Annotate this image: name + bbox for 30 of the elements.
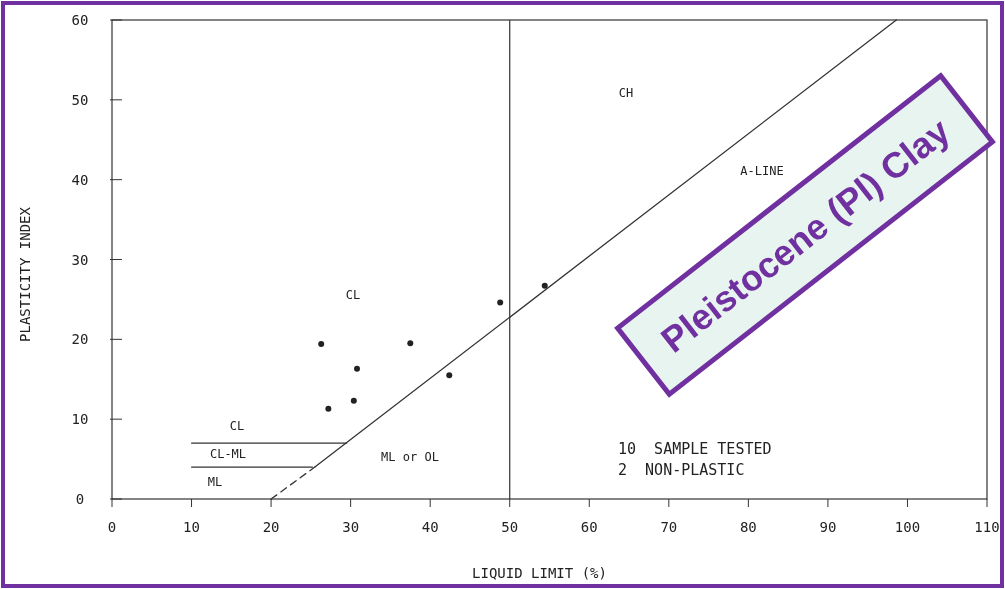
x-tick-label: 30	[342, 519, 360, 535]
y-tick-label: 30	[71, 251, 89, 268]
x-tick-label: 100	[894, 519, 921, 535]
y-tick-label: 10	[71, 411, 89, 428]
x-tick-label: 70	[660, 519, 678, 535]
x-tick-label: 10	[183, 519, 200, 535]
annotation: CL	[345, 288, 361, 302]
annotation: CL	[229, 419, 245, 433]
x-axis-title: LIQUID LIMIT (%)	[472, 565, 607, 581]
x-tick-label: 110	[974, 519, 1000, 535]
y-tick-label: 50	[71, 91, 89, 108]
x-tick-label: 40	[421, 519, 439, 535]
x-tick-label: 20	[262, 519, 280, 535]
x-tick-label: 0	[107, 519, 117, 535]
y-tick-label: 60	[71, 12, 89, 28]
annotation: CH	[618, 86, 634, 100]
x-tick-label: 80	[739, 519, 757, 535]
y-tick-label: 20	[71, 331, 89, 348]
annotation: 2 NON-PLASTIC	[618, 461, 745, 479]
x-tick-label: 50	[501, 519, 519, 535]
annotation: ML or OL	[381, 450, 439, 464]
x-tick-label: 60	[580, 519, 598, 535]
y-tick-label: 40	[71, 171, 89, 188]
y-tick-label: 0	[75, 491, 85, 507]
annotation: A-LINE	[740, 164, 784, 178]
annotation: ML	[207, 475, 223, 489]
x-tick-label: 90	[819, 519, 837, 535]
y-axis-title: PLASTICITY INDEX	[17, 206, 33, 342]
annotation: CL-ML	[209, 447, 247, 461]
annotation: 10 SAMPLE TESTED	[618, 440, 772, 458]
